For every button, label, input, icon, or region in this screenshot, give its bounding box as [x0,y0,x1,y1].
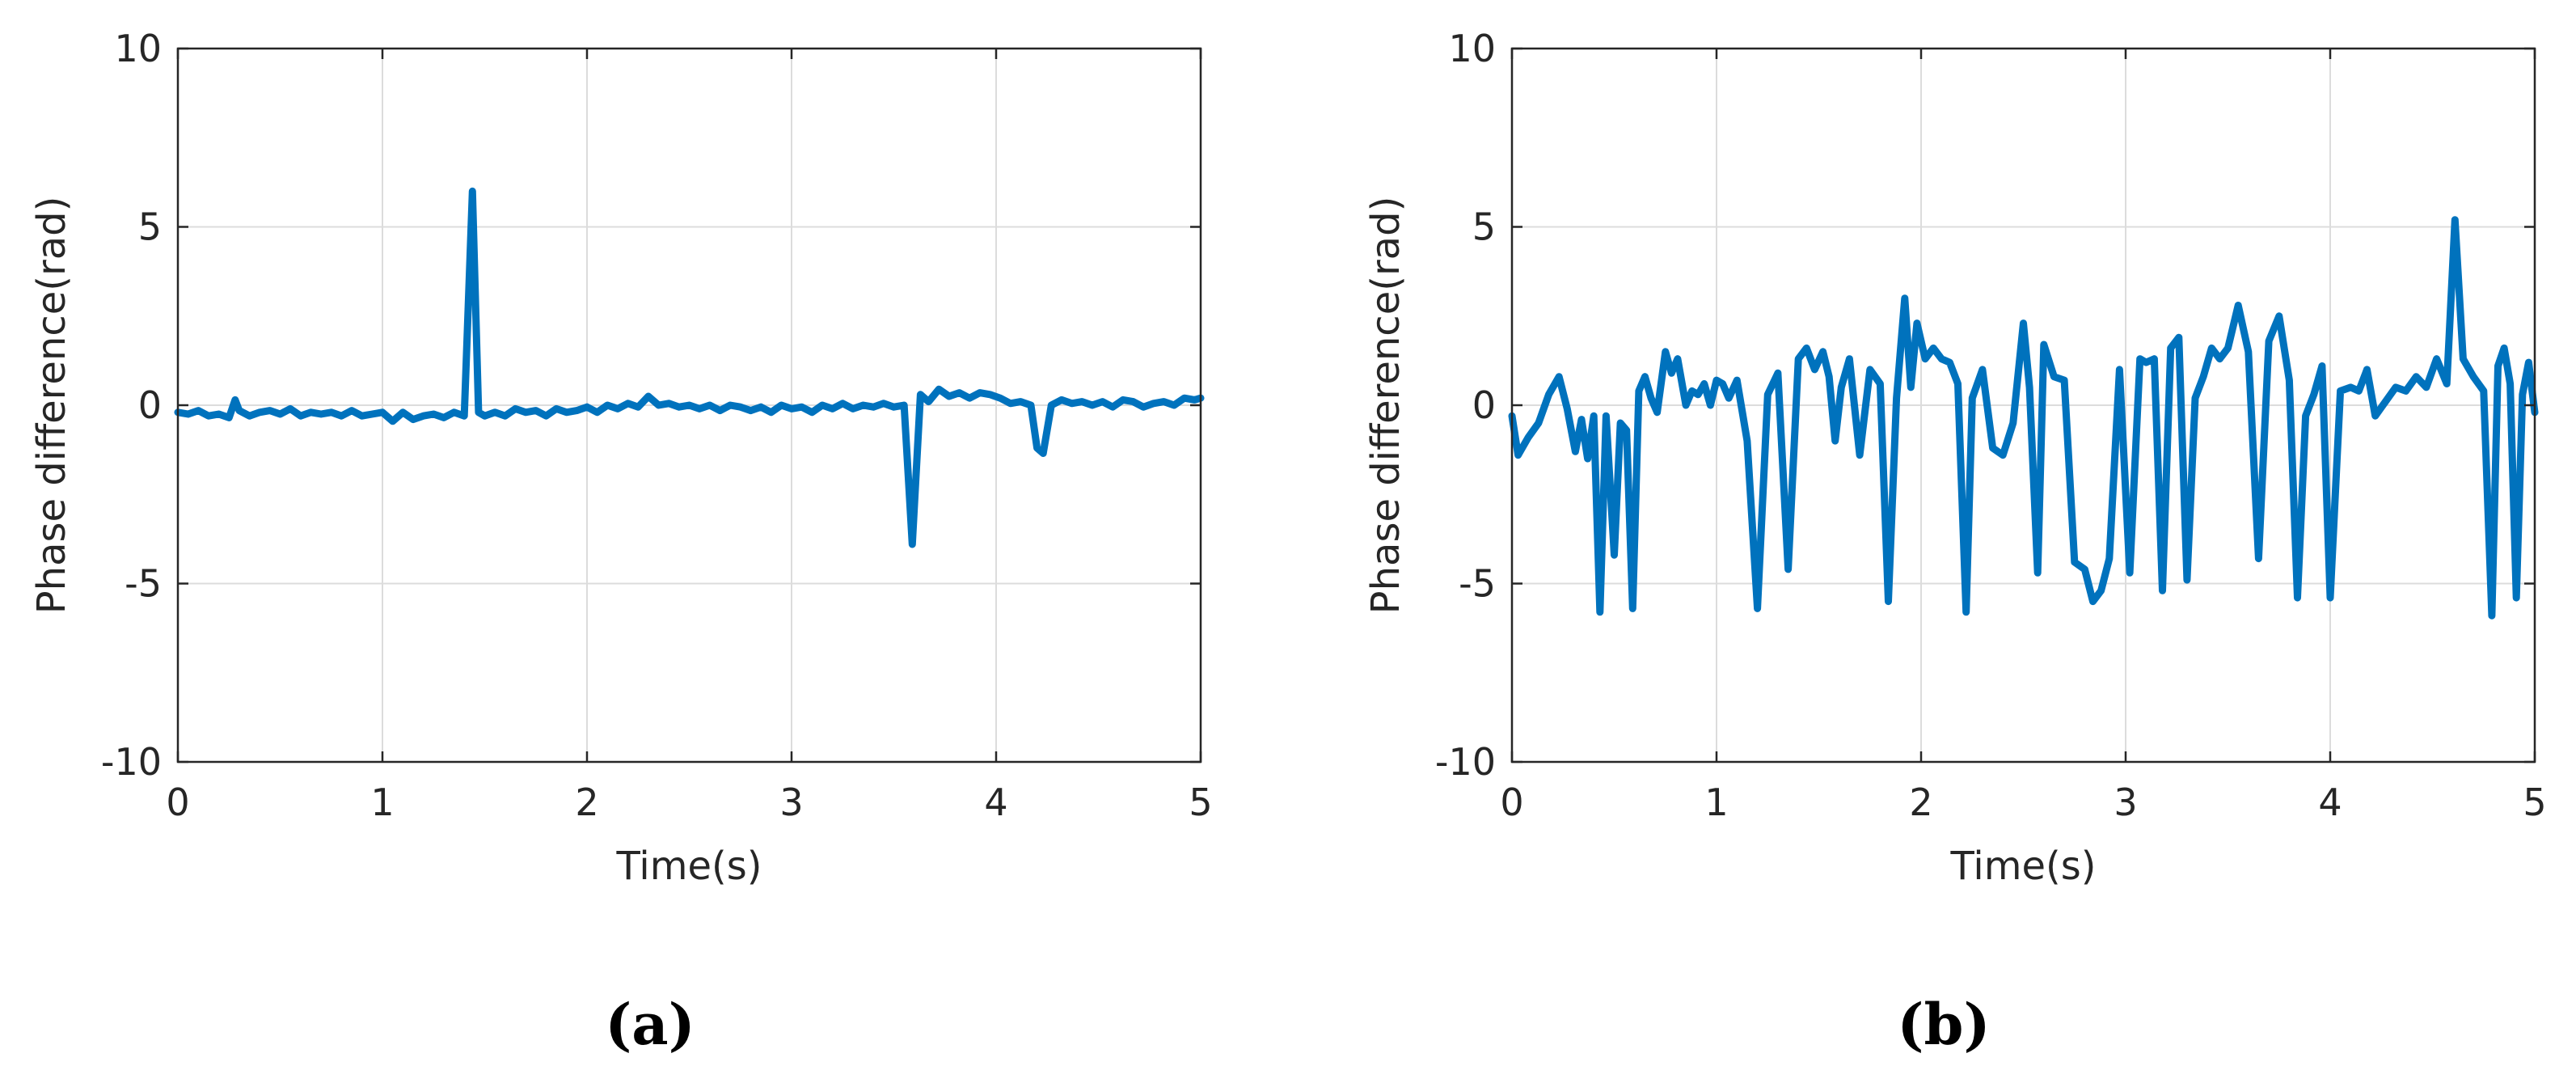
x-tick-label: 2 [575,781,598,824]
x-tick-label: 3 [779,781,803,824]
y-tick-label: -5 [1459,562,1496,606]
x-tick-label: 2 [1909,781,1932,824]
x-tick-label: 5 [1189,781,1212,824]
x-tick-label: 4 [2318,781,2342,824]
y-tick-label: 5 [138,205,162,249]
panel-caption-a: (a) [605,991,695,1058]
x-tick-label: 5 [2523,781,2546,824]
y-tick-label: -10 [101,740,162,784]
x-tick-label: 0 [1500,781,1523,824]
chart-panel-b: 0 1 2 3 4 5 10 5 0 -5 -10 Time(s) Phase difference(r… [1363,27,2547,889]
y-tick-label: 5 [1472,205,1496,249]
x-tick-label: 3 [2114,781,2137,824]
y-axis-label: Phase difference(rad) [29,197,74,615]
x-axis-label: Time(s) [616,844,762,889]
y-tick-label: 0 [1472,383,1496,427]
y-axis-label: Phase difference(rad) [1363,197,1408,615]
series-line [1508,216,2539,620]
y-tick-label: 10 [114,27,162,70]
series-line [174,187,1205,548]
x-tick-label: 1 [370,781,394,824]
panel-caption-b: (b) [1897,991,1991,1058]
chart-panel-a: 0 1 2 3 4 5 10 5 0 -5 -10 Time(s) Phase difference(r… [29,27,1213,889]
y-tick-label: -10 [1435,740,1496,784]
x-tick-label: 4 [984,781,1007,824]
x-tick-label: 1 [1704,781,1728,824]
y-tick-label: 10 [1448,27,1496,70]
y-tick-label: 0 [138,383,162,427]
x-tick-label: 0 [166,781,189,824]
y-tick-label: -5 [125,562,162,606]
x-axis-label: Time(s) [1950,844,2097,889]
